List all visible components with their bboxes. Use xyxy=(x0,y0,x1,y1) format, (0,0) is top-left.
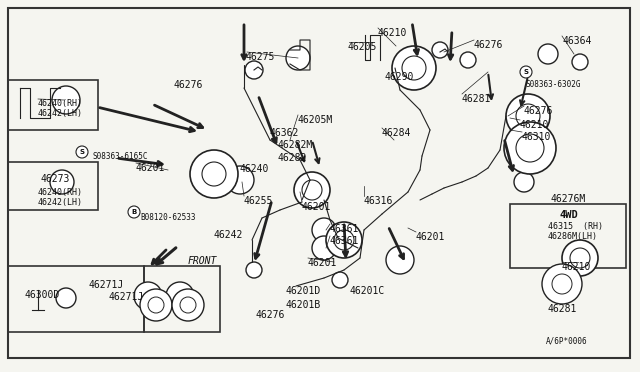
Text: S: S xyxy=(79,149,84,155)
Text: 46364: 46364 xyxy=(563,36,593,46)
Circle shape xyxy=(76,146,88,158)
Circle shape xyxy=(202,162,226,186)
Text: 46201: 46201 xyxy=(308,258,337,268)
Text: 46201B: 46201B xyxy=(286,300,321,310)
Text: 46201D: 46201D xyxy=(286,286,321,296)
Circle shape xyxy=(294,172,330,208)
Circle shape xyxy=(520,66,532,78)
Text: S: S xyxy=(524,69,529,75)
Text: 46286M(LH): 46286M(LH) xyxy=(548,232,598,241)
Bar xyxy=(510,204,626,268)
Circle shape xyxy=(386,246,414,274)
Text: 46275: 46275 xyxy=(246,52,275,62)
Text: 46315  (RH): 46315 (RH) xyxy=(548,222,603,231)
Text: 46210: 46210 xyxy=(378,28,408,38)
Text: 46282: 46282 xyxy=(278,153,307,163)
Text: 46271J: 46271J xyxy=(108,292,143,302)
Circle shape xyxy=(52,86,80,114)
Text: 46242(LH): 46242(LH) xyxy=(38,109,83,118)
Circle shape xyxy=(432,42,448,58)
Text: 46210: 46210 xyxy=(562,262,591,272)
Circle shape xyxy=(226,166,254,194)
Text: 46281: 46281 xyxy=(462,94,492,104)
Text: 46316: 46316 xyxy=(364,196,394,206)
Circle shape xyxy=(312,236,336,260)
Text: 46362: 46362 xyxy=(270,128,300,138)
Circle shape xyxy=(562,240,598,276)
Text: S08363-6165C: S08363-6165C xyxy=(92,152,147,161)
Circle shape xyxy=(302,180,322,200)
Text: 46310: 46310 xyxy=(522,132,552,142)
Text: 46201: 46201 xyxy=(416,232,445,242)
Circle shape xyxy=(166,282,194,310)
Circle shape xyxy=(538,44,558,64)
Circle shape xyxy=(392,46,436,90)
Text: 46201: 46201 xyxy=(302,202,332,212)
Text: 46242(LH): 46242(LH) xyxy=(38,198,83,207)
Text: 46290: 46290 xyxy=(385,72,414,82)
Circle shape xyxy=(402,56,426,80)
Circle shape xyxy=(190,150,238,198)
Text: 46240(RH): 46240(RH) xyxy=(38,99,83,108)
Text: 46284: 46284 xyxy=(382,128,412,138)
Circle shape xyxy=(286,46,310,70)
Bar xyxy=(8,80,98,130)
Text: 46201: 46201 xyxy=(136,163,165,173)
Text: 4WD: 4WD xyxy=(560,210,579,220)
Text: B08120-62533: B08120-62533 xyxy=(140,213,195,222)
Text: 46273: 46273 xyxy=(40,174,69,184)
Text: A/6P*0006: A/6P*0006 xyxy=(546,336,588,345)
Circle shape xyxy=(542,264,582,304)
Text: 46205: 46205 xyxy=(348,42,378,52)
Bar xyxy=(8,266,144,332)
Text: 46276: 46276 xyxy=(174,80,204,90)
Text: B: B xyxy=(131,209,136,215)
Circle shape xyxy=(570,248,590,268)
Text: FRONT: FRONT xyxy=(188,256,218,266)
Circle shape xyxy=(572,54,588,70)
Text: 46242: 46242 xyxy=(214,230,243,240)
Circle shape xyxy=(312,218,336,242)
Text: 46210: 46210 xyxy=(520,120,549,130)
Circle shape xyxy=(506,94,550,138)
Circle shape xyxy=(134,282,162,310)
Circle shape xyxy=(334,230,354,250)
Circle shape xyxy=(552,274,572,294)
Circle shape xyxy=(504,122,556,174)
Text: 46271J: 46271J xyxy=(88,280,124,290)
Text: 46276M: 46276M xyxy=(551,194,586,204)
Text: 46282M: 46282M xyxy=(278,140,313,150)
Text: 46361: 46361 xyxy=(330,236,360,246)
Text: 46201C: 46201C xyxy=(350,286,385,296)
Text: 46240: 46240 xyxy=(240,164,269,174)
Text: 46281: 46281 xyxy=(548,304,577,314)
Bar xyxy=(144,266,220,332)
Text: 46240(RH): 46240(RH) xyxy=(38,188,83,197)
Circle shape xyxy=(460,52,476,68)
Text: S08363-6302G: S08363-6302G xyxy=(526,80,582,89)
Circle shape xyxy=(516,104,540,128)
Circle shape xyxy=(128,206,140,218)
Text: 46276: 46276 xyxy=(524,106,554,116)
Circle shape xyxy=(148,297,164,313)
Circle shape xyxy=(326,222,362,258)
Circle shape xyxy=(180,297,196,313)
Text: 46276: 46276 xyxy=(474,40,504,50)
Circle shape xyxy=(246,262,262,278)
Circle shape xyxy=(245,61,263,79)
Text: 46205M: 46205M xyxy=(298,115,333,125)
Circle shape xyxy=(140,289,172,321)
Text: 46361: 46361 xyxy=(330,224,360,234)
Circle shape xyxy=(514,172,534,192)
Text: 46255: 46255 xyxy=(244,196,273,206)
Circle shape xyxy=(516,134,544,162)
Circle shape xyxy=(56,288,76,308)
Text: 46300D: 46300D xyxy=(24,290,60,300)
Text: 46276: 46276 xyxy=(256,310,285,320)
Circle shape xyxy=(50,170,74,194)
Circle shape xyxy=(172,289,204,321)
Bar xyxy=(8,162,98,210)
Circle shape xyxy=(332,272,348,288)
